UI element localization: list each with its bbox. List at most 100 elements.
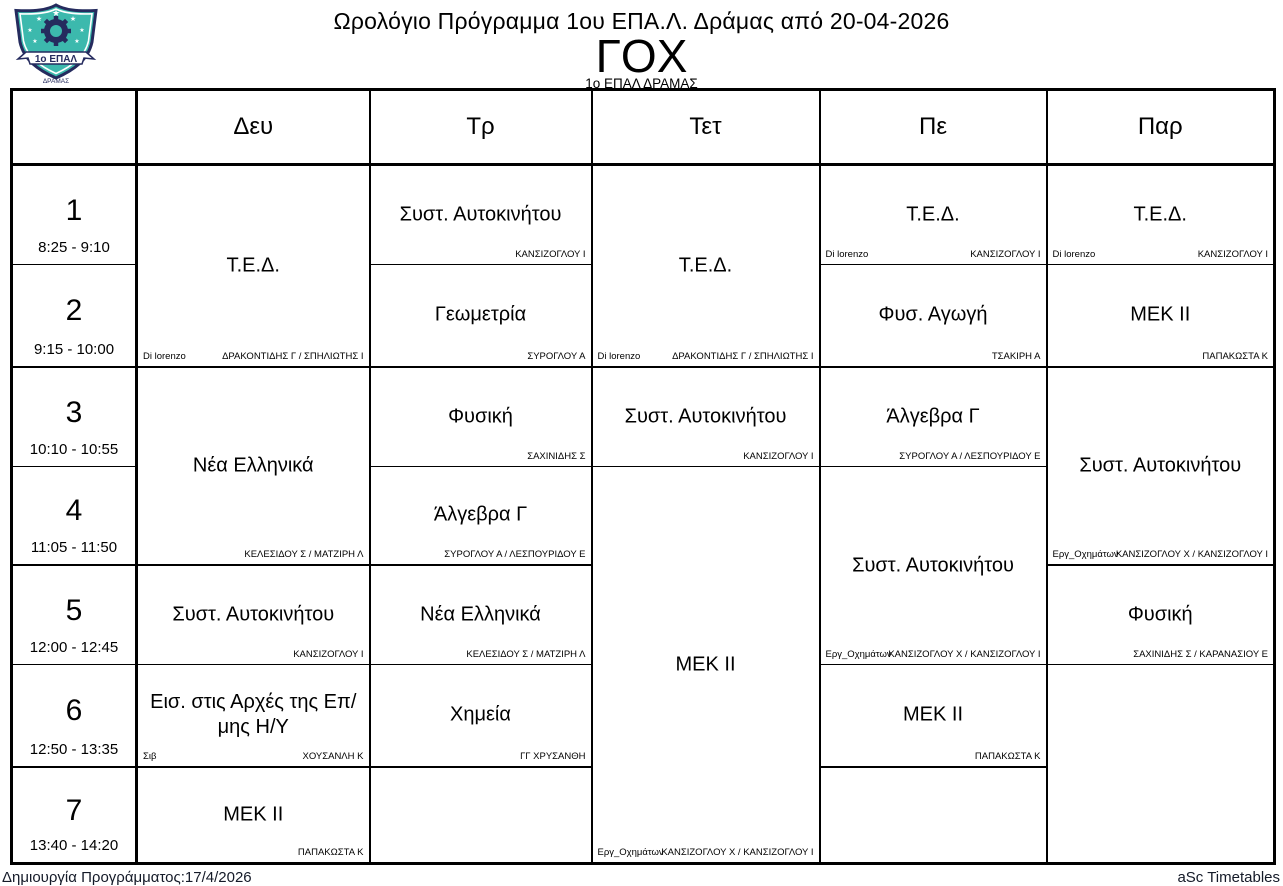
period-cell-2: 2 9:15 - 10:00 <box>10 264 138 367</box>
school-name: 1ο ΕΠΑΛ ΔΡΑΜΑΣ <box>585 75 698 91</box>
teacher-label: ΔΡΑΚΟΝΤΙΔΗΣ Γ / ΣΠΗΛΙΩΤΗΣ Ι <box>672 350 814 362</box>
teacher-label: ΔΡΑΚΟΝΤΙΔΗΣ Γ / ΣΠΗΛΙΩΤΗΣ Ι <box>222 350 364 362</box>
subject-label: Συστ. Αυτοκινήτου <box>624 405 787 428</box>
lesson-cell: Συστ. Αυτοκινήτου ΚΑΝΣΙΖΟΓΛΟΥ Ι <box>590 365 821 467</box>
teacher-label: ΣΥΡΟΓΛΟΥ Α / ΛΕΣΠΟΥΡΙΔΟΥ Ε <box>899 451 1041 462</box>
lesson-cell: Άλγεβρα Γ ΣΥΡΟΓΛΟΥ Α / ΛΕΣΠΟΥΡΙΔΟΥ Ε <box>818 365 1048 467</box>
day-header-3: Τετ <box>590 89 821 166</box>
period-time: 13:40 - 14:20 <box>29 837 119 854</box>
class-name: ΓΟΧ <box>595 30 688 82</box>
teacher-label: ΚΑΝΣΙΖΟΓΛΟΥ Χ / ΚΑΝΣΙΖΟΓΛΟΥ Ι <box>1115 548 1268 560</box>
subject-label: Τ.Ε.Δ. <box>906 203 960 226</box>
lesson-cell: Εισ. στις Αρχές της Επ/μης Η/Υ Σιβ ΧΟΥΣΑΝΛ… <box>135 664 371 767</box>
crest-shield-inner-line <box>19 8 93 75</box>
school-crest-icon: ★ ★ ★ ★ ★ ★ ★ 1ο ΕΠΑΛ ΔΡΑΜΑΣ <box>14 3 98 85</box>
subject-label: Νέα Ελληνικά <box>192 454 314 476</box>
period-number: 2 <box>65 294 83 328</box>
teacher-label: ΚΑΝΣΙΖΟΓΛΟΥ Ι <box>293 649 364 660</box>
room-label: Σιβ <box>143 750 157 762</box>
room-label: Εργ_Οχημάτων <box>597 847 664 858</box>
lesson-cell: Νέα Ελληνικά ΚΕΛΕΣΙΔΟΥ Σ / ΜΑΤΖΙΡΗ Λ <box>135 365 371 565</box>
subject-label: Άλγεβρα Γ <box>886 405 980 428</box>
lesson-cell: ΜΕΚ ΙΙ ΠΑΠΑΚΩΣΤΑ Κ <box>1045 264 1276 367</box>
school-logo: ★ ★ ★ ★ ★ ★ ★ 1ο ΕΠΑΛ ΔΡΑΜΑΣ <box>8 2 104 86</box>
crest-banner-text: 1ο ΕΠΑΛ <box>35 54 78 65</box>
period-number: 3 <box>65 395 83 429</box>
subject-label: ΜΕΚ ΙΙ <box>902 703 963 726</box>
svg-text:★: ★ <box>74 38 79 45</box>
timetable-head: Δευ Τρ Τετ Πε Παρ <box>10 89 1276 166</box>
subject-label: Τ.Ε.Δ. <box>1133 203 1187 226</box>
teacher-label: ΚΑΝΣΙΖΟΓΛΟΥ Χ / ΚΑΝΣΙΖΟΓΛΟΥ Ι <box>661 847 814 858</box>
lesson-cell: Συστ. Αυτοκινήτου Εργ_Οχημάτων ΚΑΝΣΙΖΟΓΛΟΥ… <box>818 466 1048 665</box>
subject-label: ΜΕΚ ΙΙ <box>675 653 736 675</box>
period-cell-3: 3 10:10 - 10:55 <box>10 365 138 467</box>
lesson-cell: ΜΕΚ ΙΙ ΠΑΠΑΚΩΣΤΑ Κ <box>818 664 1048 767</box>
lesson-cell: Χημεία ΓΓ ΧΡΥΣΑΝΘΗ <box>368 664 593 767</box>
period-number: 5 <box>65 593 83 627</box>
lesson-cell: Συστ. Αυτοκινήτου ΚΑΝΣΙΖΟΓΛΟΥ Ι <box>135 563 371 665</box>
subject-label: Συστ. Αυτοκινήτου <box>399 203 562 226</box>
page-footer: Δημιουργία Προγράμματος:17/4/2026 aSc Ti… <box>0 869 1283 886</box>
period-number: 7 <box>65 793 83 827</box>
lesson-cell: Συστ. Αυτοκινήτου ΚΑΝΣΙΖΟΓΛΟΥ Ι <box>368 164 593 265</box>
subject-label: Εισ. στις Αρχές της Επ/μης Η/Υ <box>150 691 357 739</box>
period-time: 9:15 - 10:00 <box>33 340 115 358</box>
period-time: 10:10 - 10:55 <box>29 441 119 458</box>
lesson-cell: Τ.Ε.Δ. Di lorenzo ΚΑΝΣΙΖΟΓΛΟΥ Ι <box>818 164 1048 265</box>
subject-label: Συστ. Αυτοκινήτου <box>172 603 335 626</box>
subject-label: ΜΕΚ ΙΙ <box>223 803 284 826</box>
svg-text:★: ★ <box>79 27 84 34</box>
period-time: 12:00 - 12:45 <box>29 639 119 656</box>
period-cell-6: 6 12:50 - 13:35 <box>10 664 138 767</box>
lesson-cell: Άλγεβρα Γ ΣΥΡΟΓΛΟΥ Α / ΛΕΣΠΟΥΡΙΔΟΥ Ε <box>368 466 593 565</box>
teacher-label: ΤΣΑΚΙΡΗ Α <box>991 350 1041 362</box>
timetable-body: 1 8:25 - 9:10 Τ.Ε.Δ. Di lorenzo ΔΡΑΚΟΝΤΙΔΗΣ … <box>10 164 1276 864</box>
lesson-cell: Φυσική ΣΑΧΙΝΙΔΗΣ Σ <box>368 365 593 467</box>
crest-stars: ★ ★ ★ ★ ★ ★ ★ <box>27 9 84 45</box>
period-time: 11:05 - 11:50 <box>30 538 118 556</box>
lesson-cell: Τ.Ε.Δ. Di lorenzo ΔΡΑΚΟΝΤΙΔΗΣ Γ / ΣΠΗΛΙΩΤΗ… <box>135 164 371 367</box>
svg-text:★: ★ <box>27 27 32 34</box>
room-label: Εργ_Οχημάτων <box>825 649 892 660</box>
corner-cell <box>10 89 138 166</box>
teacher-label: ΣΥΡΟΓΛΟΥ Α <box>527 350 586 362</box>
teacher-label: ΠΑΠΑΚΩΣΤΑ Κ <box>974 750 1041 762</box>
teacher-label: ΣΥΡΟΓΛΟΥ Α / ΛΕΣΠΟΥΡΙΔΟΥ Ε <box>444 548 586 560</box>
room-label: Εργ_Οχημάτων <box>1052 548 1119 560</box>
lesson-cell: Τ.Ε.Δ. Di lorenzo ΚΑΝΣΙΖΟΓΛΟΥ Ι <box>1045 164 1276 265</box>
page-header: ★ ★ ★ ★ ★ ★ ★ 1ο ΕΠΑΛ ΔΡΑΜΑΣ Ωρολόγιο Πρ… <box>0 0 1283 91</box>
lesson-cell: Γεωμετρία ΣΥΡΟΓΛΟΥ Α <box>368 264 593 367</box>
page-title: Ωρολόγιο Πρόγραμμα 1ου ΕΠΑ.Λ. Δράμας από… <box>333 8 950 34</box>
subject-label: Τ.Ε.Δ. <box>226 254 280 277</box>
teacher-label: ΚΑΝΣΙΖΟΓΛΟΥ Ι <box>970 249 1041 260</box>
teacher-label: ΚΕΛΕΣΙΔΟΥ Σ / ΜΑΤΖΙΡΗ Λ <box>466 649 586 660</box>
svg-text:★: ★ <box>52 9 60 19</box>
subject-label: Χημεία <box>450 703 511 726</box>
day-header-5: Παρ <box>1045 89 1276 166</box>
subject-label: Γεωμετρία <box>434 303 527 326</box>
timetable: Δευ Τρ Τετ Πε Παρ 1 8:25 - 9:10 Τ.Ε.Δ. Di loren… <box>10 88 1276 865</box>
lesson-cell: Φυσ. Αγωγή ΤΣΑΚΙΡΗ Α <box>818 264 1048 367</box>
period-number: 6 <box>65 694 83 728</box>
titles-block: Ωρολόγιο Πρόγραμμα 1ου ΕΠΑ.Λ. Δράμας από… <box>0 0 1283 91</box>
subject-label: Φυσ. Αγωγή <box>878 303 988 326</box>
subject-label: ΜΕΚ ΙΙ <box>1130 303 1191 326</box>
room-label: Di lorenzo <box>1052 249 1096 260</box>
lesson-cell: Συστ. Αυτοκινήτου Εργ_Οχημάτων ΚΑΝΣΙΖΟΓΛΟΥ… <box>1045 365 1276 565</box>
day-header-2: Τρ <box>368 89 593 166</box>
subject-label: Άλγεβρα Γ <box>433 503 528 526</box>
gear-icon <box>41 16 71 46</box>
crest-ribbon <box>15 51 97 65</box>
period-cell-1: 1 8:25 - 9:10 <box>10 164 138 265</box>
teacher-label: ΠΑΠΑΚΩΣΤΑ Κ <box>297 847 364 858</box>
subject-label: Τ.Ε.Δ. <box>678 254 733 277</box>
teacher-label: ΚΑΝΣΙΖΟΓΛΟΥ Ι <box>743 451 814 462</box>
lesson-cell: Φυσική ΣΑΧΙΝΙΔΗΣ Σ / ΚΑΡΑΝΑΣΙΟΥ Ε <box>1045 563 1276 665</box>
subject-label: Φυσική <box>1127 603 1193 626</box>
empty-cell <box>818 765 1048 864</box>
empty-cell <box>1045 664 1276 864</box>
svg-text:★: ★ <box>70 15 76 23</box>
teacher-label: ΧΟΥΣΑΝΛΗ Κ <box>302 750 364 762</box>
room-label: Di lorenzo <box>825 249 869 260</box>
